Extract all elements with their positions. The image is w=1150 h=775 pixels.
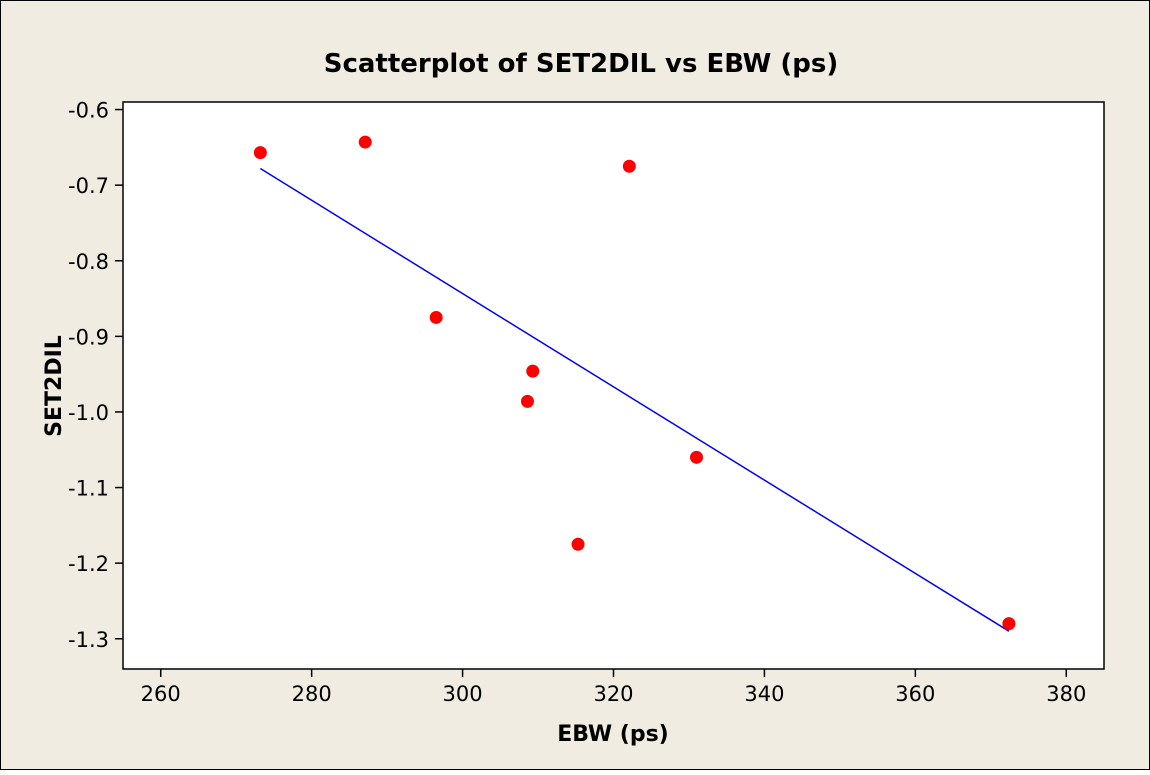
x-tick-label: 320 — [593, 682, 633, 706]
y-tick-label: -1.1 — [68, 477, 109, 501]
y-tick-label: -0.9 — [68, 325, 109, 349]
y-tick-label: -0.8 — [68, 250, 109, 274]
chart-title: Scatterplot of SET2DIL vs EBW (ps) — [324, 49, 839, 79]
y-axis-ticks: -0.6 -0.7 -0.8 -0.9 -1.0 -1.1 -1.2 -1.3 — [68, 99, 123, 652]
data-point — [571, 537, 585, 551]
data-points-layer — [253, 135, 1016, 631]
data-point — [526, 364, 540, 378]
x-tick-label: 380 — [1046, 682, 1086, 706]
data-point — [358, 135, 372, 149]
regression-line — [259, 167, 1010, 632]
x-tick-label: 340 — [744, 682, 784, 706]
x-axis-ticks: 260 280 300 320 340 360 380 — [141, 669, 1086, 706]
data-point — [429, 310, 443, 324]
data-point — [622, 159, 636, 173]
data-point — [520, 394, 534, 408]
data-point — [690, 450, 704, 464]
y-tick-label: -1.2 — [68, 552, 109, 576]
y-tick-label: -0.6 — [68, 99, 109, 123]
plot-area — [122, 101, 1105, 670]
x-tick-label: 360 — [895, 682, 935, 706]
data-point — [253, 146, 267, 160]
data-point — [1002, 617, 1016, 631]
x-tick-label: 260 — [141, 682, 181, 706]
regression-line-layer — [259, 167, 1010, 632]
y-tick-label: -1.3 — [68, 628, 109, 652]
y-axis-label: SET2DIL — [42, 335, 67, 437]
y-tick-label: -1.0 — [68, 401, 109, 425]
y-tick-label: -0.7 — [68, 174, 109, 198]
x-tick-label: 280 — [292, 682, 332, 706]
x-axis-label: EBW (ps) — [557, 722, 668, 747]
x-tick-label: 300 — [443, 682, 483, 706]
